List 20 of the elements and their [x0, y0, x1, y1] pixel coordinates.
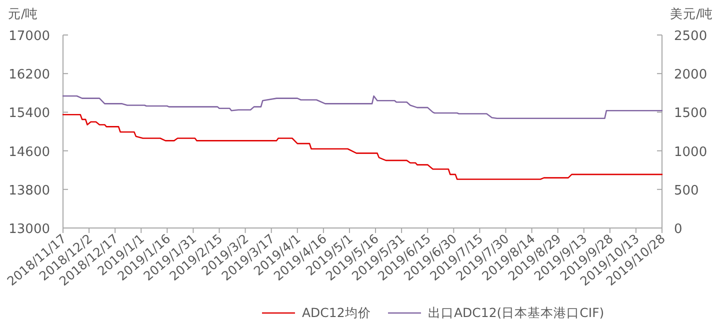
line-series — [62, 95, 663, 120]
y-tick-label: 13800 — [8, 183, 50, 198]
legend-label: 出口ADC12(日本基本港口CIF) — [428, 305, 604, 320]
y2-tick-label: 1000 — [674, 144, 708, 160]
y2-tick-label: 1500 — [674, 106, 708, 122]
y2-tick-label: 2000 — [674, 68, 708, 83]
y-tick-label: 15400 — [8, 106, 50, 122]
y-axis-title: 元/吨 — [8, 6, 38, 21]
y-tick-label: 13000 — [8, 222, 50, 237]
legend-item: 出口ADC12(日本基本港口CIF) — [388, 305, 604, 320]
y2-axis-title: 美元/吨 — [670, 6, 714, 21]
y-tick-label: 16200 — [8, 68, 50, 83]
y-tick-label: 14600 — [8, 144, 50, 160]
y2-tick-label: 500 — [674, 183, 699, 198]
y-tick-label: 17000 — [8, 29, 50, 44]
y2-tick-label: 0 — [674, 222, 682, 237]
line-series — [62, 114, 663, 180]
y2-tick-label: 2500 — [674, 29, 708, 44]
legend-label: ADC12均价 — [302, 305, 371, 320]
legend-item: ADC12均价 — [262, 305, 371, 320]
